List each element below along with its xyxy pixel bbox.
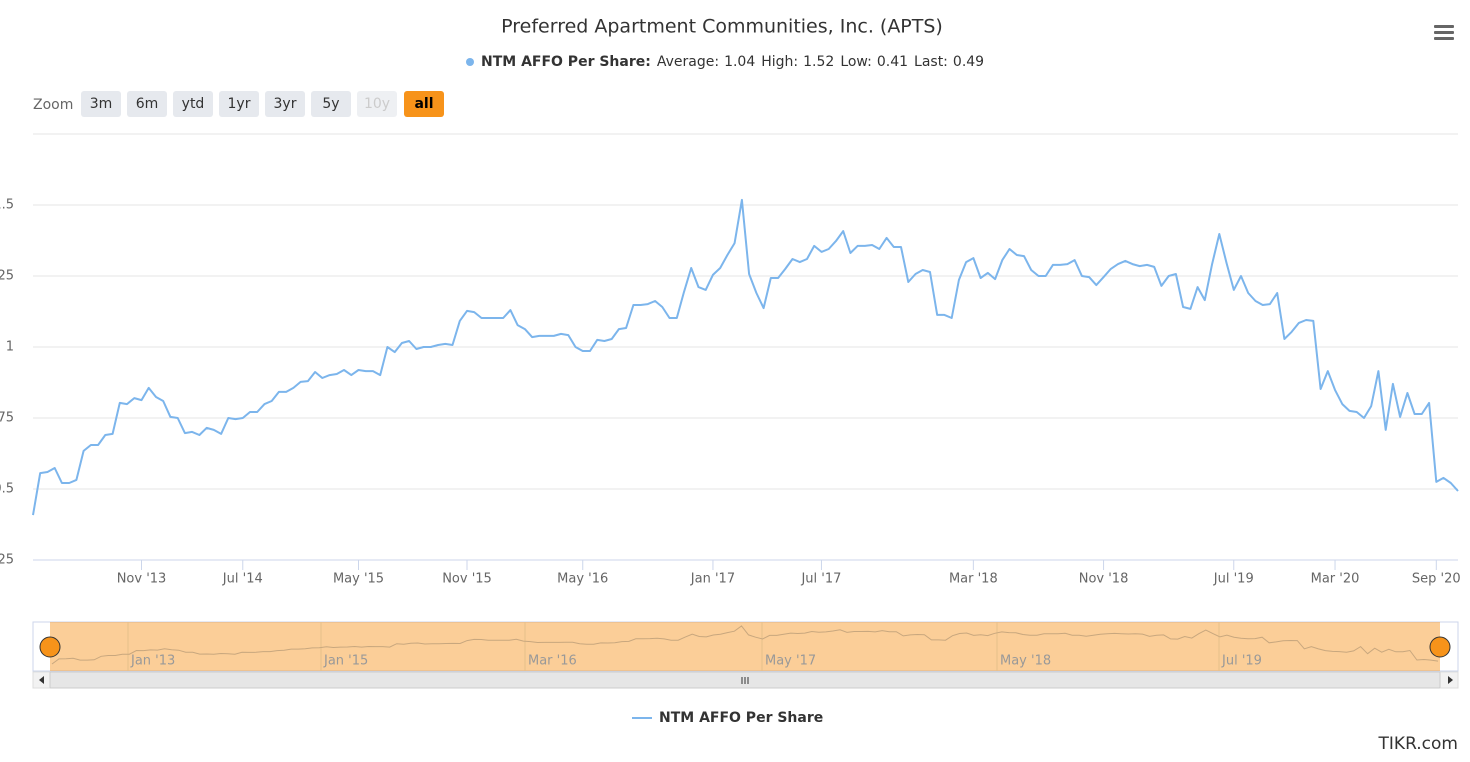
menu-button[interactable] — [1434, 25, 1454, 40]
zoom-button-label: 10y — [364, 96, 390, 112]
zoom-button-label: 1yr — [228, 96, 251, 112]
scrollbar-arrow-right — [1448, 676, 1453, 684]
zoom-button-bg — [127, 91, 167, 117]
zoom-button-bg — [311, 91, 351, 117]
summary-name: NTM AFFO Per Share: — [481, 54, 651, 70]
scrollbar[interactable] — [32, 671, 1459, 689]
zoom-button-bg — [404, 91, 444, 117]
zoom-button-label: 6m — [136, 96, 159, 112]
x-tick-label: Jul '17 — [800, 572, 841, 587]
navigator-handle[interactable] — [1429, 636, 1451, 658]
y-tick-label: 0.75 — [0, 411, 14, 426]
x-tick-label: May '16 — [557, 572, 608, 587]
y-tick-label: 1.5 — [0, 198, 14, 213]
zoom-button[interactable]: 3m — [81, 91, 121, 117]
x-tick-label: Nov '15 — [442, 572, 492, 587]
y-tick-label: 1 — [6, 340, 14, 355]
x-tick-label: Jan '17 — [690, 572, 735, 587]
zoom-button[interactable]: 1yr — [219, 91, 259, 117]
zoom-button-bg — [265, 91, 305, 117]
y-tick-label: 0.25 — [0, 553, 14, 568]
summary-label: High: — [761, 54, 798, 70]
zoom-button-label: 3m — [90, 96, 113, 112]
summary-value: 0.41 — [877, 54, 908, 70]
navigator-label: Jan '13 — [130, 654, 175, 669]
series-line — [32, 198, 1459, 516]
zoom-button[interactable]: 6m — [127, 91, 167, 117]
x-tick-label: Nov '18 — [1079, 572, 1129, 587]
menu-bar — [1434, 25, 1454, 28]
menu-bar — [1434, 31, 1454, 34]
scrollbar-arrow-left — [39, 676, 44, 684]
summary-label: Average: — [657, 54, 719, 70]
navigator-handle[interactable] — [39, 636, 61, 658]
chart-title: Preferred Apartment Communities, Inc. (A… — [501, 16, 943, 38]
zoom-button-bg — [81, 91, 121, 117]
zoom-button-bg — [219, 91, 259, 117]
x-tick-label: May '15 — [333, 572, 384, 587]
zoom-label: Zoom — [33, 97, 73, 113]
y-tick-label: 1.25 — [0, 269, 14, 284]
y-tick-label: 0.5 — [0, 482, 14, 497]
summary-label: Low: — [840, 54, 872, 70]
zoom-button-bg — [173, 91, 213, 117]
menu-bar — [1434, 37, 1454, 40]
x-tick-label: Nov '13 — [117, 572, 167, 587]
navigator-label: Jul '19 — [1221, 654, 1262, 669]
x-tick-label: Mar '20 — [1311, 572, 1360, 587]
summary-value: 1.52 — [803, 54, 834, 70]
navigator-label: May '17 — [765, 654, 816, 669]
navigator-outline — [32, 621, 1459, 672]
zoom-button-bg — [357, 91, 397, 117]
navigator-line — [51, 625, 1439, 665]
summary: NTM AFFO Per Share: Average: 1.04 High: 1.52… — [481, 54, 984, 70]
zoom-button[interactable]: ytd — [173, 91, 213, 117]
zoom-button[interactable]: 5y — [311, 91, 351, 117]
x-tick-label: Mar '18 — [949, 572, 998, 587]
x-tick-label: Jul '14 — [222, 572, 263, 587]
zoom-button-label: all — [414, 96, 433, 112]
navigator-label: Jan '15 — [323, 654, 368, 669]
navigator-label: May '18 — [1000, 654, 1051, 669]
zoom-button-label: ytd — [182, 96, 205, 112]
legend-label: NTM AFFO Per Share — [659, 710, 823, 726]
x-tick-label: Sep '20 — [1412, 572, 1461, 587]
legend-item[interactable]: NTM AFFO Per Share — [632, 710, 823, 726]
credits: TIKR.com — [1378, 734, 1458, 754]
zoom-button: 10y — [357, 91, 397, 117]
zoom-button[interactable]: all — [404, 91, 444, 117]
summary-label: Last: — [914, 54, 948, 70]
summary-value: 0.49 — [953, 54, 984, 70]
summary-marker — [466, 58, 474, 66]
zoom-button-label: 3yr — [274, 96, 297, 112]
zoom-button[interactable]: 3yr — [265, 91, 305, 117]
summary-value: 1.04 — [724, 54, 755, 70]
x-tick-label: Jul '19 — [1213, 572, 1254, 587]
zoom-button-label: 5y — [322, 96, 339, 112]
navigator-label: Mar '16 — [528, 654, 577, 669]
